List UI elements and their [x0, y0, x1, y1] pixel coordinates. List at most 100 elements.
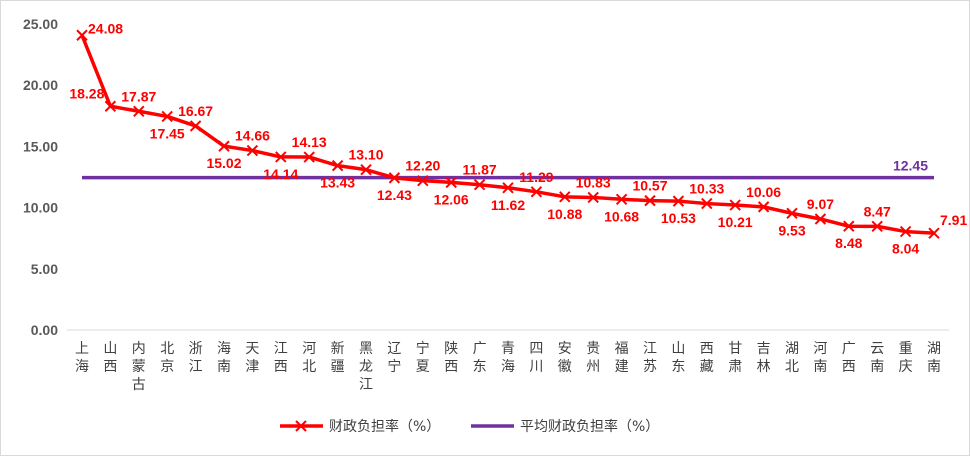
x-tick-label: 河南: [813, 341, 827, 375]
marker-stroke: [757, 201, 770, 213]
marker-stroke: [246, 144, 259, 157]
marker-stroke: [104, 100, 117, 112]
marker-stroke: [218, 140, 230, 152]
x-tick-label: 广东: [473, 341, 487, 375]
x-tick-label: 宁夏: [416, 340, 430, 375]
x-tick-label: 北京: [160, 341, 174, 375]
x-tick-label: 湖北: [785, 341, 799, 375]
y-tick-label: 0.00: [31, 322, 58, 338]
data-labels: 24.08 18.28 17.87 17.45 16.67 15.02 14.66 14.14…: [69, 20, 967, 256]
marker-stroke: [928, 227, 940, 239]
legend: 财政负担率（%） 平均财政负担率（%）: [280, 418, 659, 435]
data-point: [218, 140, 230, 152]
data-point: [615, 193, 628, 205]
data-label: 11.62: [491, 197, 525, 213]
marker-stroke: [360, 163, 372, 176]
y-axis-ticks: 0.00 5.00 10.00 15.00 20.00 25.00: [23, 16, 58, 338]
data-point: [189, 120, 202, 132]
data-point: [360, 163, 372, 176]
x-tick-label: 山西: [103, 341, 117, 375]
x-tick-label: 江西: [274, 341, 288, 375]
x-tick-label: 上海: [75, 341, 89, 375]
marker-stroke: [295, 420, 307, 432]
x-tick-label: 云南: [870, 341, 884, 375]
data-label: 15.02: [206, 155, 241, 171]
x-tick-label: 重庆: [899, 341, 913, 375]
x-tick-label: 西藏: [700, 341, 714, 375]
data-point: [161, 110, 173, 123]
marker-stroke: [530, 186, 543, 198]
data-point: [729, 199, 741, 211]
marker-stroke: [133, 105, 145, 117]
data-point: [843, 220, 855, 232]
data-label: 9.53: [778, 222, 805, 238]
x-tick-label: 安徽: [558, 341, 572, 375]
marker-stroke: [871, 220, 883, 233]
data-label: 13.43: [320, 175, 355, 191]
data-label: 12.43: [377, 187, 412, 203]
x-tick-label: 江苏: [643, 341, 657, 375]
legend-marker-burden: [295, 420, 307, 432]
data-label: 10.88: [547, 206, 582, 222]
y-tick-label: 15.00: [23, 138, 58, 154]
data-label: 10.33: [689, 181, 724, 197]
x-tick-label: 湖南: [927, 341, 941, 375]
marker-stroke: [303, 151, 315, 163]
x-tick-label: 山东: [671, 341, 685, 375]
x-tick-label: 四川: [529, 341, 543, 375]
data-label: 7.91: [940, 212, 967, 228]
marker-stroke: [189, 120, 202, 132]
data-label: 10.53: [661, 210, 696, 226]
average-data-label: 12.45: [893, 158, 928, 174]
data-point: [644, 194, 656, 207]
x-tick-label: 广西: [842, 341, 856, 375]
data-point: [672, 195, 685, 207]
data-label: 10.83: [576, 174, 611, 190]
data-point: [331, 159, 344, 172]
data-point: [502, 182, 514, 194]
x-tick-label: 海南: [217, 341, 231, 375]
data-label: 14.66: [235, 128, 270, 144]
y-tick-label: 5.00: [31, 261, 58, 277]
data-label: 14.13: [292, 134, 327, 150]
x-tick-label: 浙江: [189, 341, 203, 375]
data-label: 10.57: [632, 178, 667, 194]
x-tick-label: 新疆: [331, 341, 345, 375]
marker-stroke: [814, 213, 827, 225]
marker-stroke: [76, 29, 88, 41]
data-label: 12.20: [405, 158, 440, 174]
x-tick-label: 贵州: [586, 341, 600, 375]
data-label: 12.06: [434, 191, 469, 207]
marker-stroke: [502, 182, 514, 194]
data-label: 16.67: [178, 103, 213, 119]
y-tick-label: 10.00: [23, 200, 58, 216]
data-label: 8.04: [892, 241, 919, 257]
marker-stroke: [615, 193, 628, 205]
data-point: [899, 225, 912, 238]
burden-series: [76, 29, 940, 239]
marker-stroke: [161, 110, 173, 123]
marker-stroke: [843, 220, 855, 232]
legend-label-average: 平均财政负担率（%）: [520, 418, 659, 435]
marker-stroke: [701, 197, 713, 210]
marker-stroke: [729, 199, 741, 211]
x-tick-label: 内蒙古: [132, 341, 146, 393]
data-label: 13.10: [348, 147, 383, 163]
data-label: 10.06: [746, 184, 781, 200]
data-label: 11.29: [519, 169, 553, 185]
data-point: [928, 227, 940, 239]
data-point: [757, 201, 770, 213]
data-point: [388, 172, 401, 184]
data-point: [104, 100, 117, 112]
data-point: [76, 29, 88, 41]
x-tick-label: 福建: [615, 341, 629, 375]
y-tick-label: 20.00: [23, 77, 58, 93]
data-point: [530, 186, 543, 198]
marker-stroke: [672, 195, 685, 207]
marker-stroke: [331, 159, 344, 172]
legend-label-burden: 财政负担率（%）: [329, 418, 440, 435]
data-point: [871, 220, 883, 233]
data-point: [559, 191, 571, 203]
data-point: [587, 191, 599, 204]
